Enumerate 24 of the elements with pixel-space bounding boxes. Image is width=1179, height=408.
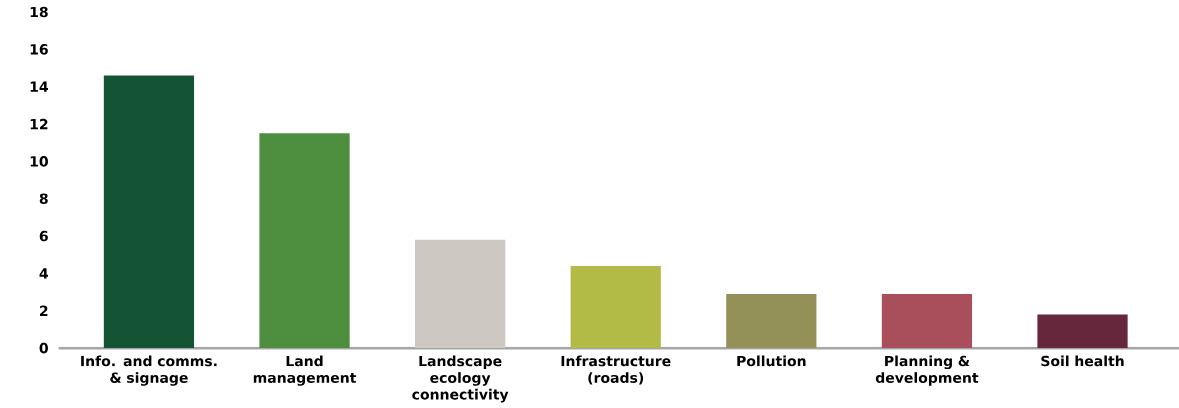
y-tick-label: 2 bbox=[40, 305, 48, 316]
y-tick-label: 14 bbox=[30, 81, 49, 92]
y-tick-label: 8 bbox=[39, 193, 48, 204]
y-tick-label: 12 bbox=[30, 118, 48, 130]
y-tick-label: 18 bbox=[30, 6, 48, 18]
bar bbox=[570, 265, 661, 349]
x-tick-label: Land management bbox=[253, 355, 357, 386]
y-tick-label: 16 bbox=[30, 44, 48, 55]
bar bbox=[259, 133, 350, 349]
x-tick-label: Landscape ecology connectivity bbox=[412, 355, 509, 403]
y-tick-label: 10 bbox=[30, 156, 48, 167]
x-tick-label: Infrastructure (roads) bbox=[561, 355, 671, 385]
bar bbox=[881, 293, 973, 349]
bar bbox=[726, 293, 817, 349]
bar bbox=[1037, 314, 1128, 349]
y-tick-label: 4 bbox=[39, 268, 48, 279]
x-tick-label: Soil health bbox=[1041, 355, 1124, 367]
bar bbox=[415, 239, 506, 349]
bar bbox=[103, 75, 195, 349]
y-tick-label: 0 bbox=[39, 342, 48, 354]
x-tick-label: Pollution bbox=[737, 355, 806, 367]
x-tick-label: Info. and comms. & signage bbox=[81, 355, 217, 386]
y-tick-label: 6 bbox=[39, 230, 48, 242]
x-tick-label: Planning & development bbox=[875, 355, 979, 386]
